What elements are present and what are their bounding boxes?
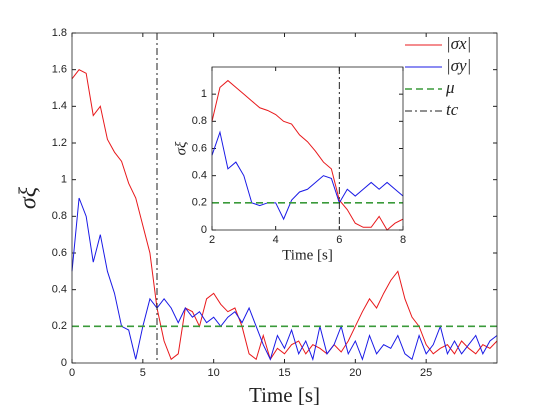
y-tick-label: 0.6	[52, 247, 67, 259]
x-tick-label: 15	[278, 367, 290, 379]
x-axis-label: Time [s]	[282, 247, 333, 263]
legend-label: tc	[446, 100, 459, 119]
y-tick-label: 1.8	[52, 27, 67, 39]
axes-box	[211, 66, 404, 231]
y-tick-label: 1	[201, 88, 207, 100]
x-tick-label: 6	[336, 234, 342, 246]
y-tick-label: 0.4	[192, 170, 207, 182]
x-tick-label: 4	[273, 234, 279, 246]
y-tick-label: 1.6	[52, 64, 67, 76]
x-axis-label: Time [s]	[249, 383, 320, 407]
y-tick-label: 0.4	[52, 284, 67, 296]
x-tick-label: 8	[400, 234, 406, 246]
y-axis-label: σξ	[173, 141, 189, 155]
x-tick-label: 5	[140, 367, 146, 379]
legend-label: μ	[445, 78, 455, 97]
x-tick-label: 25	[420, 367, 432, 379]
y-tick-label: 0.2	[52, 320, 67, 332]
x-tick-label: 2	[209, 234, 215, 246]
series-line	[71, 69, 498, 361]
y-tick-label: 0.2	[192, 197, 207, 209]
series-line	[211, 130, 404, 221]
axes-box	[71, 32, 498, 364]
legend-label: |σx|	[446, 34, 471, 53]
x-tick-label: 20	[349, 367, 361, 379]
y-tick-label: 0.6	[192, 142, 207, 154]
y-tick-label: 0	[201, 224, 207, 236]
y-tick-label: 1	[61, 174, 67, 186]
y-tick-label: 1.4	[52, 100, 67, 112]
y-tick-label: 0.8	[52, 210, 67, 222]
series-line	[211, 79, 404, 231]
y-tick-label: 0.8	[192, 115, 207, 127]
legend-label: |σy|	[446, 56, 471, 75]
x-tick-label: 0	[69, 367, 75, 379]
y-tick-label: 0	[61, 357, 67, 369]
y-tick-label: 1.2	[52, 137, 67, 149]
x-tick-label: 10	[208, 367, 220, 379]
y-axis-label: σξ	[16, 186, 42, 209]
